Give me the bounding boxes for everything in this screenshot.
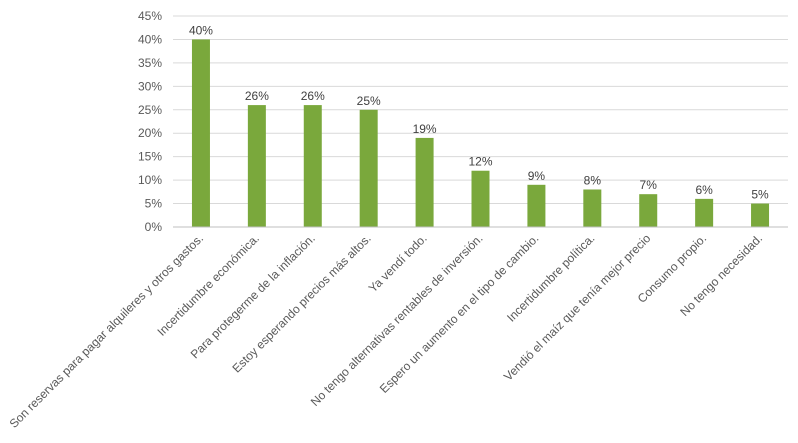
data-labels: 40% 26% 26% 25% 19% 12% 9% 8% 7% 6% 5% [189,23,769,201]
category-labels: Son reservas para pagar alquileres y otr… [7,231,766,431]
y-tick-label: 25% [138,103,162,117]
data-label: 6% [695,183,713,197]
bar [471,170,490,227]
category-label: Son reservas para pagar alquileres y otr… [7,231,207,431]
data-label: 40% [189,23,213,37]
y-tick-label: 10% [138,173,162,187]
y-tick-label: 45% [138,9,162,23]
y-tick-label: 20% [138,126,162,140]
bar [751,203,770,227]
y-tick-label: 40% [138,32,162,46]
data-label: 12% [468,155,492,169]
bar [583,189,602,227]
bar [359,109,378,227]
y-tick-label: 35% [138,56,162,70]
bars [191,39,770,227]
bar [415,137,434,227]
bar [695,198,714,227]
y-tick-label: 30% [138,79,162,93]
bar [247,105,266,227]
gridlines [173,15,788,205]
y-tick-label: 5% [145,197,163,211]
y-axis-tick-labels: 0% 5% 10% 15% 20% 25% 30% 35% 40% 45% [138,9,162,234]
bar [527,184,546,227]
bar [639,194,658,227]
data-label: 19% [413,122,437,136]
data-label: 7% [640,178,658,192]
category-label: Incertidumbre económica. [154,231,262,339]
data-label: 8% [584,173,602,187]
data-label: 26% [301,89,325,103]
y-tick-label: 15% [138,150,162,164]
data-label: 26% [245,89,269,103]
data-label: 5% [751,188,769,202]
data-label: 25% [357,94,381,108]
bar [303,105,322,227]
bar [191,39,210,227]
y-tick-label: 0% [145,220,163,234]
data-label: 9% [528,169,546,183]
